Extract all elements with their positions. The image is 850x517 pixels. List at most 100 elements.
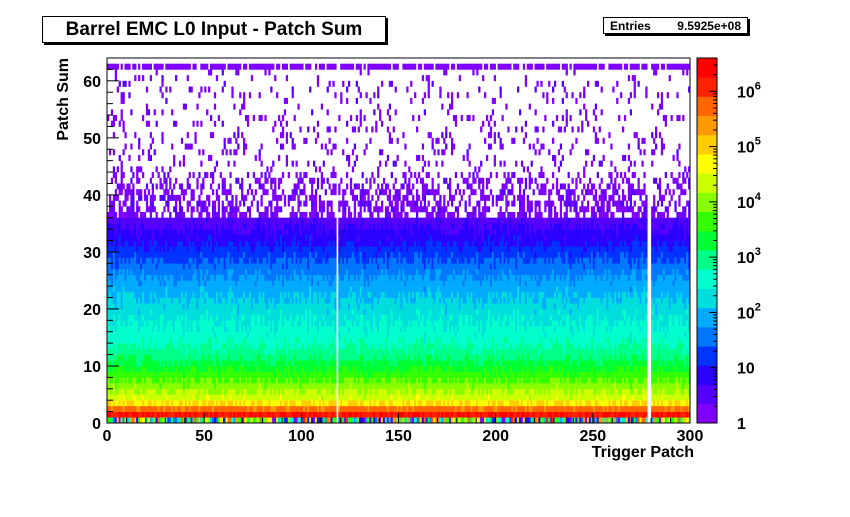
heatmap-cell <box>227 234 230 241</box>
heatmap-cell <box>211 206 215 213</box>
heatmap-cell <box>188 320 191 327</box>
heatmap-cell <box>332 251 335 258</box>
heatmap-cell <box>124 280 127 287</box>
heatmap-cell <box>175 308 178 315</box>
heatmap-cell <box>225 257 228 264</box>
heatmap-cell <box>110 314 114 321</box>
heatmap-cell <box>153 400 156 407</box>
heatmap-cell <box>194 360 197 367</box>
heatmap-cell <box>175 371 178 378</box>
heatmap-cell <box>299 308 302 315</box>
heatmap-cell <box>314 63 318 70</box>
heatmap-cell <box>110 400 114 407</box>
heatmap-cell <box>250 251 254 258</box>
heatmap-cell <box>198 297 201 304</box>
heatmap-cell <box>272 251 275 258</box>
heatmap-cell <box>202 286 205 293</box>
heatmap-cell <box>326 377 329 384</box>
heatmap-cell <box>175 257 178 264</box>
heatmap-cell <box>303 200 306 207</box>
heatmap-cell <box>229 371 232 378</box>
heatmap-cell <box>136 331 139 338</box>
heatmap-cell <box>114 383 118 390</box>
heatmap-cell <box>221 417 224 424</box>
heatmap-cell <box>200 280 203 287</box>
heatmap-cell <box>198 246 201 253</box>
heatmap-cell <box>167 417 170 424</box>
heatmap-cell <box>278 314 281 321</box>
heatmap-cell <box>180 246 184 253</box>
heatmap-cell <box>289 320 292 327</box>
heatmap-cell <box>153 388 156 395</box>
heatmap-cell <box>165 331 168 338</box>
heatmap-cell <box>208 240 211 247</box>
heatmap-cell <box>147 308 151 315</box>
heatmap-cell <box>324 189 327 196</box>
heatmap-cell <box>262 269 265 276</box>
heatmap-cell <box>198 388 201 395</box>
heatmap-cell <box>165 234 168 241</box>
heatmap-cell <box>291 251 294 258</box>
heatmap-cell <box>182 320 186 327</box>
heatmap-cell <box>262 263 265 270</box>
heatmap-cell <box>262 314 265 321</box>
heatmap-cell <box>110 388 114 395</box>
heatmap-cell <box>239 343 242 350</box>
heatmap-cell <box>124 308 127 315</box>
heatmap-cell <box>287 291 290 298</box>
heatmap-cell <box>151 383 154 390</box>
heatmap-cell <box>278 360 281 367</box>
heatmap-cell <box>171 331 174 338</box>
heatmap-cell <box>239 286 242 293</box>
heatmap-cell <box>281 383 285 390</box>
heatmap-cell <box>233 411 236 418</box>
heatmap-cell <box>124 371 127 378</box>
heatmap-cell <box>235 354 238 361</box>
heatmap-cell <box>248 326 252 333</box>
heatmap-cell <box>182 343 186 350</box>
heatmap-cell <box>171 274 174 281</box>
heatmap-cell <box>192 360 195 367</box>
heatmap-cell <box>116 405 119 412</box>
heatmap-cell <box>324 263 327 270</box>
heatmap-cell <box>202 417 205 424</box>
heatmap-cell <box>258 154 261 161</box>
heatmap-cell <box>326 200 329 207</box>
heatmap-cell <box>278 257 281 264</box>
heatmap-cell <box>169 223 172 230</box>
heatmap-cell <box>237 269 240 276</box>
heatmap-cell <box>155 166 158 173</box>
heatmap-cell <box>330 383 333 390</box>
heatmap-cell <box>130 251 133 258</box>
heatmap-cell <box>149 314 152 321</box>
heatmap-cell <box>279 143 283 150</box>
heatmap-cell <box>328 331 331 338</box>
heatmap-cell <box>243 377 246 384</box>
heatmap-cell <box>165 308 168 315</box>
heatmap-cell <box>206 257 209 264</box>
heatmap-cell <box>157 303 160 310</box>
heatmap-cell <box>320 240 324 247</box>
heatmap-cell <box>165 246 168 253</box>
heatmap-cell <box>178 394 182 401</box>
heatmap-cell <box>281 223 285 230</box>
heatmap-cell <box>176 405 180 412</box>
heatmap-cell <box>252 269 255 276</box>
heatmap-cell <box>213 274 217 281</box>
heatmap-cell <box>332 280 335 287</box>
heatmap-cell <box>281 291 285 298</box>
heatmap-cell <box>120 405 123 412</box>
heatmap-cell <box>272 371 275 378</box>
heatmap-cell <box>208 229 211 236</box>
heatmap-cell <box>326 314 329 321</box>
heatmap-cell <box>110 234 114 241</box>
heatmap-cell <box>211 303 215 310</box>
heatmap-cell <box>128 348 131 355</box>
heatmap-cell <box>202 177 205 184</box>
heatmap-cell <box>268 354 271 361</box>
heatmap-cell <box>305 274 308 281</box>
heatmap-cell <box>134 343 137 350</box>
heatmap-cell <box>278 246 281 253</box>
heatmap-cell <box>252 286 255 293</box>
heatmap-cell <box>122 297 125 304</box>
